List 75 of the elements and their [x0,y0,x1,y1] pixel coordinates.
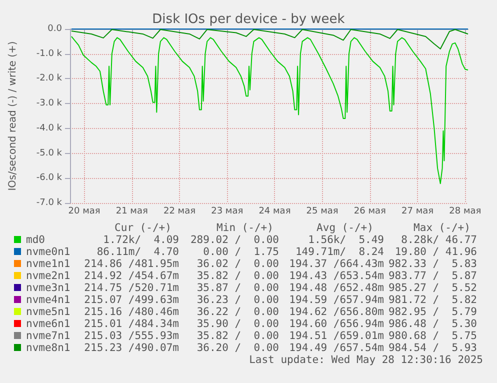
text: 289.02 / 0.00 [190,234,279,246]
y-tick-label: -4.0 k [36,123,63,134]
text: 194.49 /657.54m [289,342,384,354]
text: 194.60 /656.94m [289,318,384,330]
legend-label: nvme3n1 [26,282,70,294]
text: 19.80 / 41.96 [394,246,477,258]
y-tick-label: -1.0 k [36,48,63,59]
text: 35.90 / 0.00 [196,318,279,330]
text: 215.07 /499.63m [83,294,179,306]
legend-label: nvme1n1 [26,258,70,270]
text: 982.95 / 5.79 [388,306,477,318]
y-tick-label: 0.0 [48,24,62,34]
text: 215.16 /480.46m [83,306,179,318]
text: 1.72k/ 4.09 [102,234,179,246]
text: 215.01 /484.34m [83,318,179,330]
text: 35.87 / 0.00 [196,282,279,294]
text: 36.22 / 0.00 [196,306,279,318]
y-tick-label: -7.0 k [36,198,63,208]
text: 982.33 / 5.83 [388,258,477,270]
text: 986.48 / 5.30 [388,318,477,330]
legend-label: nvme2n1 [26,270,70,282]
text: 980.68 / 5.75 [388,330,477,342]
y-tick-label: -3.0 k [36,98,63,109]
text: 36.23 / 0.00 [196,294,279,306]
text: 194.37 /664.43m [289,258,384,270]
text: 983.77 / 5.87 [388,270,477,282]
text: Avg (-/+) [316,222,374,234]
y-axis-title: IOs/second read (-) / write (+) [8,41,18,191]
text: 35.82 / 0.00 [196,330,279,342]
text: 8.28k/ 46.77 [401,234,477,246]
x-tick-label: 28 мая [449,206,482,216]
text: 0.00 / 1.75 [203,246,279,258]
legend-label: nvme5n1 [26,306,70,318]
y-tick-label: -5.0 k [36,148,63,158]
text: 214.92 /454.67m [83,270,179,282]
legend-label: nvme6n1 [26,318,70,330]
legend-label: nvme8n1 [26,342,70,354]
text: 981.72 / 5.82 [388,294,477,306]
text: 194.59 /657.94m [289,294,384,306]
text: 215.03 /555.93m [83,330,179,342]
text: 985.27 / 5.52 [388,282,477,294]
text: 149.71m/ 8.24 [295,246,384,258]
x-tick-label: 21 мая [116,206,148,216]
x-tick-label: 20 мая [68,206,100,216]
legend-label: nvme0n1 [26,246,70,258]
text: 86.11m/ 4.70 [96,246,179,258]
text: 214.86 /481.95m [83,258,179,270]
text: 214.75 /520.71m [83,282,179,294]
text: 194.43 /653.54m [289,270,384,282]
text: 194.48 /652.48m [289,282,384,294]
x-tick-label: 27 мая [402,206,434,216]
text: 1.56k/ 5.49 [308,234,384,246]
text: 194.51 /659.01m [289,330,384,342]
text: Min (-/+) [216,222,274,234]
legend-label: md0 [26,234,45,246]
text: Max (-/+) [412,222,472,234]
text: 215.23 /490.07m [83,342,179,354]
x-tick-label: 26 мая [354,206,386,216]
chart-title: Disk IOs per device - by week [152,12,346,27]
line-series [70,36,468,184]
text: Last update: Wed May 28 12:30:16 2025 [248,354,483,366]
x-tick-label: 23 мая [211,206,244,216]
text: Cur (-/+) [114,222,172,234]
legend-label: nvme7n1 [26,330,70,342]
text: 36.02 / 0.00 [196,258,279,270]
y-tick-label: -6.0 k [36,173,63,184]
legend-label: nvme4n1 [26,294,70,306]
x-tick-label: 24 мая [258,206,291,216]
x-tick-label: 25 мая [306,206,338,216]
text: 35.82 / 0.00 [196,270,279,282]
x-tick-label: 22 мая [163,206,196,216]
y-tick-label: -2.0 k [36,74,63,84]
text: 36.20 / 0.00 [196,342,279,354]
text: 194.62 /656.80m [289,306,384,318]
text: 984.54 / 5.93 [388,342,477,354]
